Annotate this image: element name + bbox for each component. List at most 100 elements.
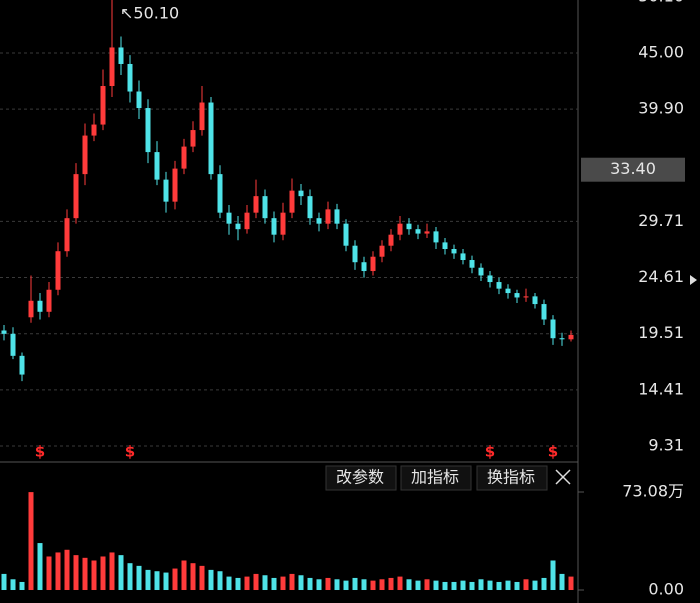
y-tick-label: 29.71	[638, 211, 684, 230]
scroll-arrow[interactable]	[690, 275, 697, 285]
volume-bar	[496, 581, 502, 591]
candle-body	[145, 108, 151, 153]
toolbar-button[interactable]	[400, 465, 472, 491]
volume-bar	[559, 573, 565, 591]
toolbar-label[interactable]: 换指标	[487, 468, 535, 487]
volume-bar	[568, 576, 574, 591]
candle-body	[415, 229, 421, 234]
volume-bar	[163, 572, 169, 591]
candle-body	[37, 300, 43, 312]
volume-bar	[172, 568, 178, 591]
volume-bar	[334, 579, 340, 591]
volume-bar	[550, 560, 556, 591]
toolbar-button[interactable]	[325, 465, 397, 491]
candle-body	[163, 179, 169, 202]
volume-bar	[10, 579, 16, 591]
volume-bar	[352, 577, 358, 591]
volume-bar	[316, 579, 322, 591]
volume-bar	[415, 580, 421, 591]
volume-bar	[325, 577, 331, 591]
candle-body	[532, 296, 538, 305]
candle-body	[271, 218, 277, 235]
candle-body	[343, 223, 349, 246]
candle-body	[181, 146, 187, 169]
volume-bar	[433, 580, 439, 591]
volume-bar	[28, 492, 34, 591]
candle-body	[460, 253, 466, 261]
volume-bar	[280, 576, 286, 591]
volume-bar	[226, 576, 232, 591]
y-tick-label: 45.00	[638, 42, 684, 61]
candle-body	[118, 47, 124, 64]
candle-body	[325, 209, 331, 224]
volume-bar	[532, 580, 538, 591]
candle-body	[352, 245, 358, 263]
candle-body	[550, 319, 556, 339]
volume-tick-label: 73.08万	[622, 481, 684, 500]
candle-body	[55, 251, 61, 290]
volume-bar	[271, 577, 277, 591]
signal-marker: $	[548, 443, 558, 461]
volume-bar	[118, 555, 124, 591]
candle-body	[496, 282, 502, 289]
candle-body	[442, 242, 448, 250]
candle-body	[316, 218, 322, 224]
volume-bar	[82, 557, 88, 591]
y-tick-label: 50.10	[638, 0, 684, 5]
candle-body	[28, 300, 34, 318]
candle-body	[541, 304, 547, 320]
volume-bar	[361, 579, 367, 591]
y-tick-label: 24.61	[638, 267, 684, 286]
last-price-label: 33.40	[610, 159, 656, 178]
candle-body	[433, 231, 439, 243]
candle-body	[379, 245, 385, 257]
candle-body	[244, 212, 250, 230]
volume-bar	[478, 579, 484, 591]
candle-body	[217, 174, 223, 213]
candle-body	[523, 296, 529, 298]
candle-body	[280, 212, 286, 235]
candle-body	[64, 218, 70, 252]
volume-bar	[379, 579, 385, 591]
candle-body	[514, 293, 520, 298]
candle-body	[208, 102, 214, 175]
signal-marker: $	[125, 443, 135, 461]
candle-body	[154, 152, 160, 180]
volume-bar	[190, 563, 196, 591]
candle-body	[298, 190, 304, 197]
candle-body	[568, 334, 574, 340]
volume-bar	[91, 560, 97, 591]
volume-bar	[217, 571, 223, 591]
volume-bar	[154, 571, 160, 591]
volume-bar	[388, 577, 394, 591]
volume-bar	[1, 573, 7, 591]
candle-body	[307, 196, 313, 219]
candle-body	[253, 196, 259, 213]
toolbar-label[interactable]: 改参数	[336, 468, 384, 487]
candle-body	[478, 267, 484, 276]
volume-bar	[370, 580, 376, 591]
volume-bar	[469, 581, 475, 591]
toolbar-label[interactable]: 加指标	[411, 468, 459, 487]
max-annotation: ↖50.10	[120, 4, 179, 23]
y-tick-label: 39.90	[638, 99, 684, 118]
y-tick-label: 19.51	[638, 323, 684, 342]
candle-body	[289, 190, 295, 213]
last-price-box	[581, 157, 685, 182]
close-button[interactable]	[555, 469, 571, 485]
candle-body	[388, 234, 394, 246]
candle-body	[334, 209, 340, 224]
volume-bar	[514, 581, 520, 591]
toolbar-button[interactable]	[476, 465, 548, 491]
candle-body	[82, 135, 88, 175]
candle-body	[73, 174, 79, 219]
candle-body	[406, 223, 412, 230]
candle-body	[262, 196, 268, 219]
candle-body	[190, 130, 196, 147]
candle-body	[361, 262, 367, 272]
volume-bar	[145, 569, 151, 591]
volume-bar	[19, 581, 25, 591]
candle-body	[559, 338, 565, 340]
volume-bar	[46, 556, 52, 591]
signal-marker: $	[35, 443, 45, 461]
